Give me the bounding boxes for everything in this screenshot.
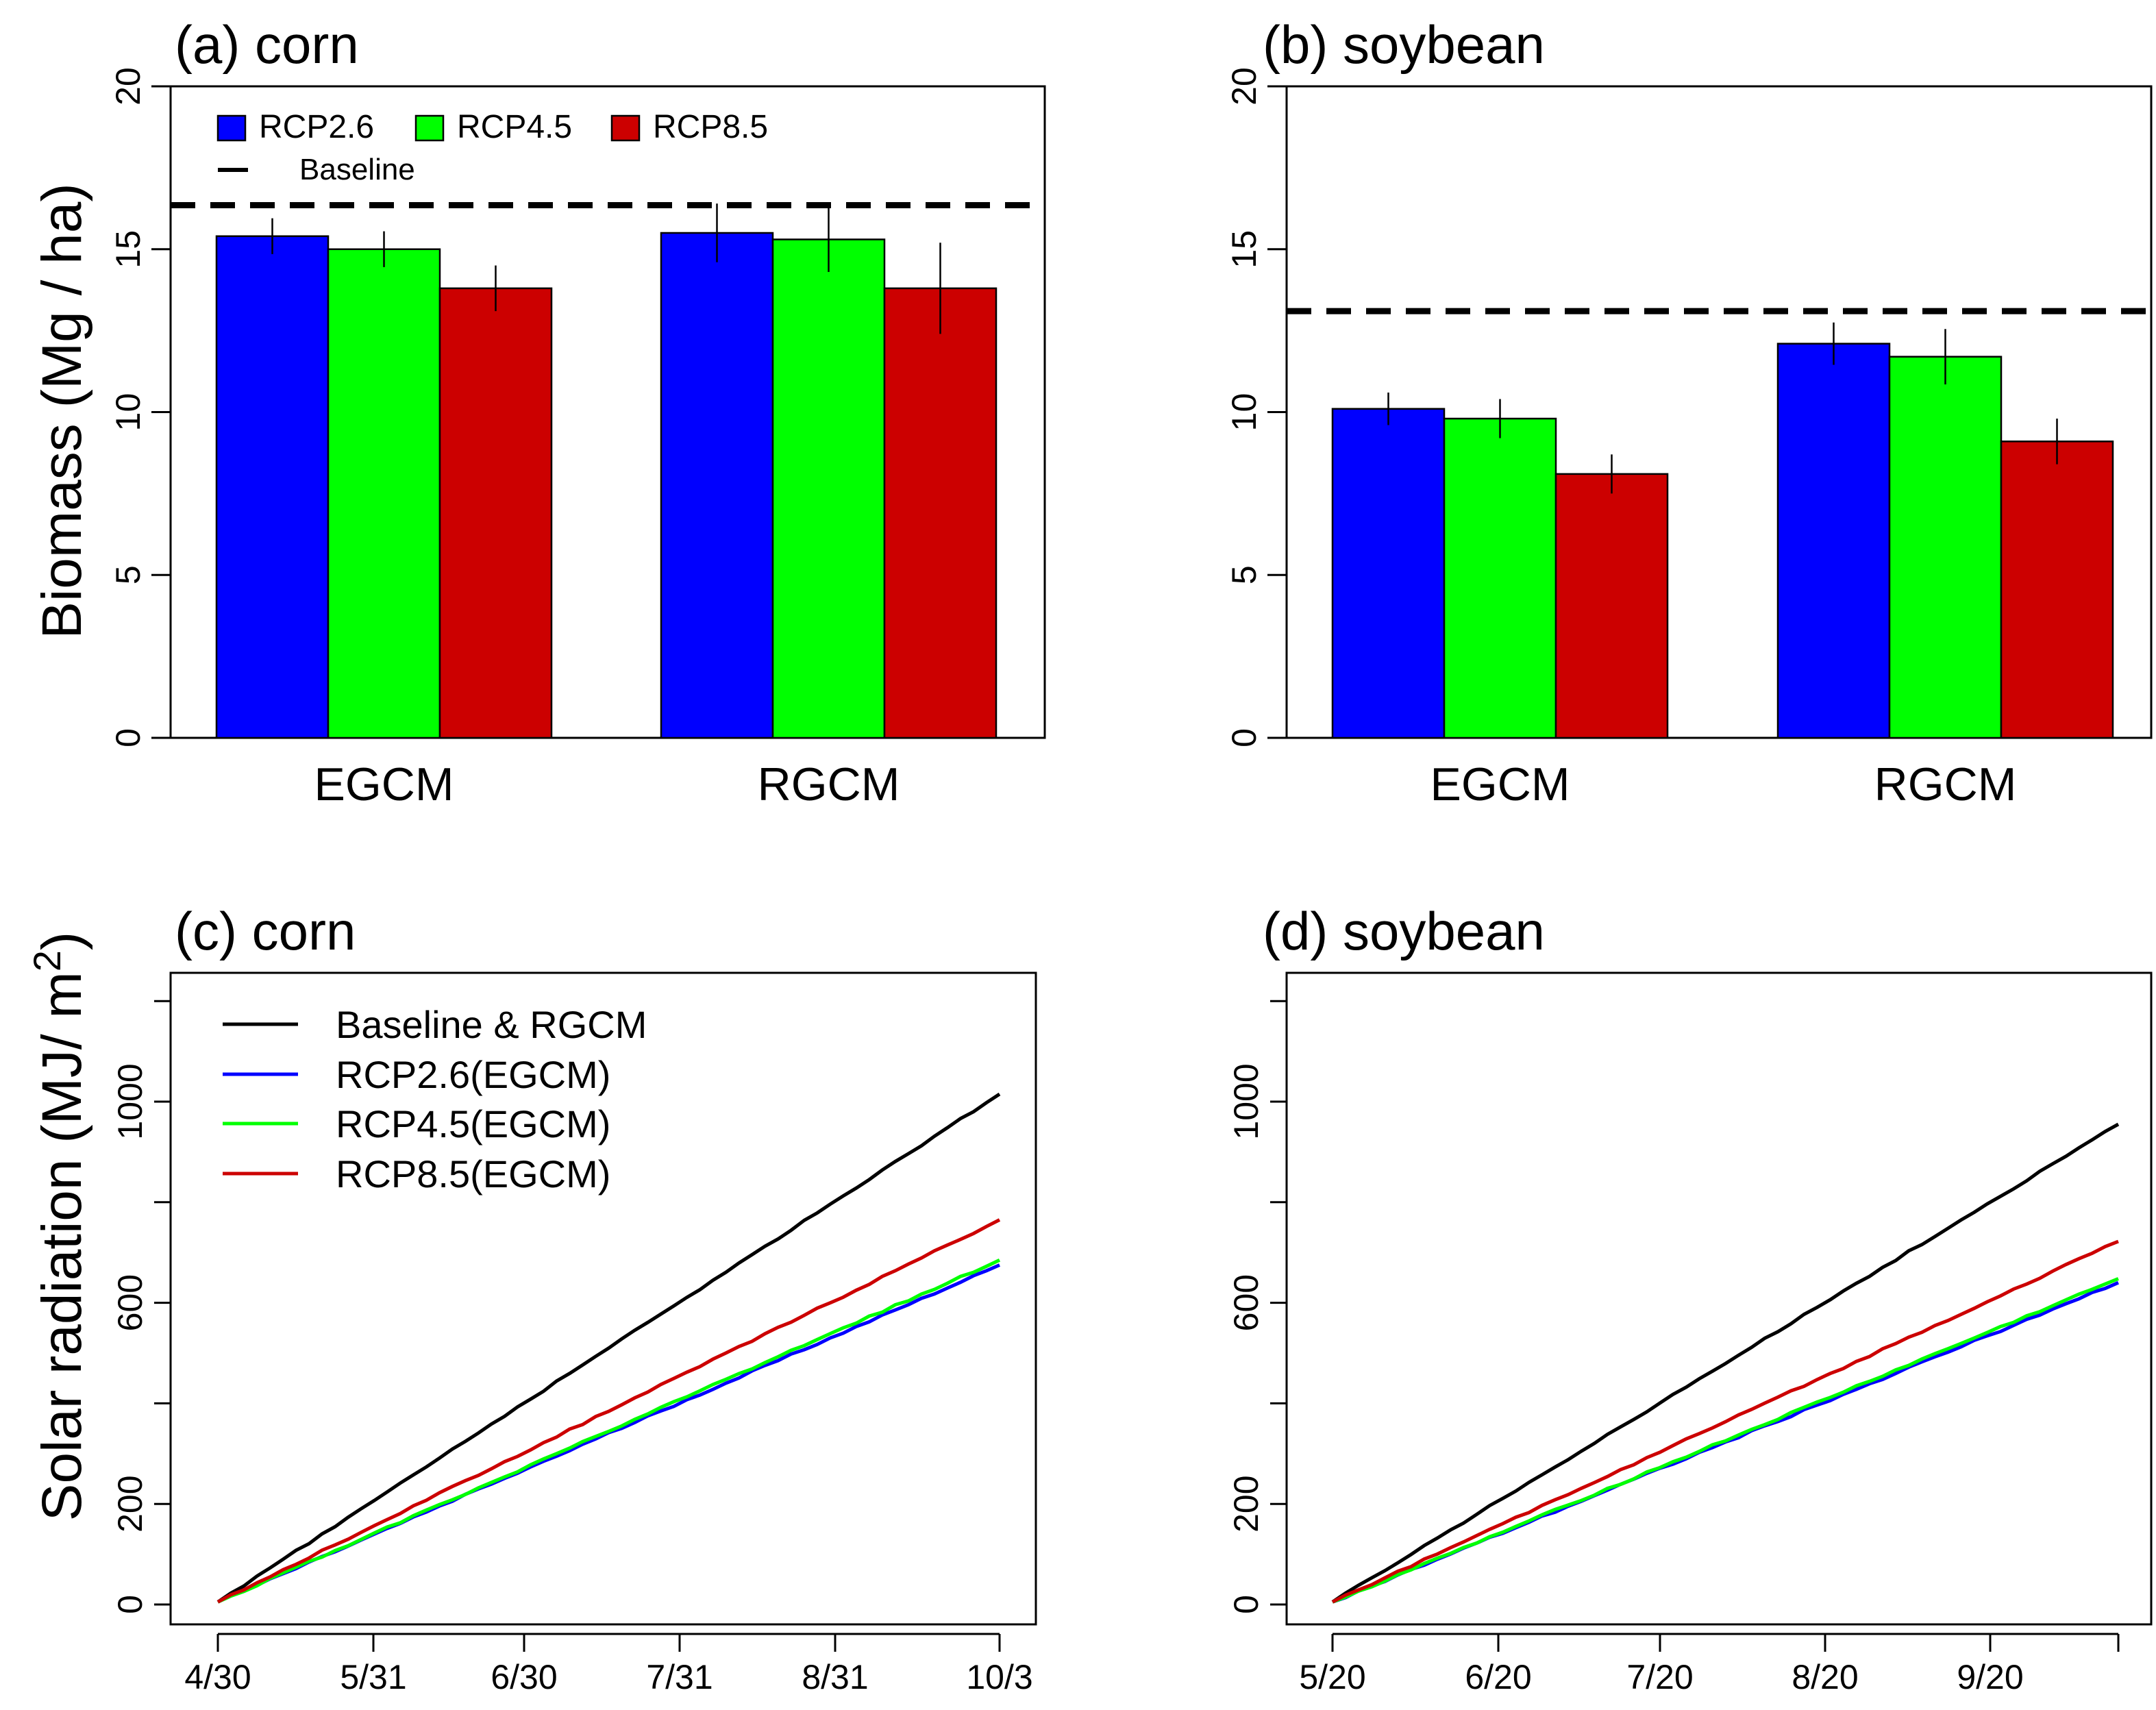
legend-text-rcp85-egcm: RCP8.5(EGCM) bbox=[336, 1152, 610, 1195]
y-tick-label: 0 bbox=[1227, 1595, 1265, 1614]
legend-label-rcp85: RCP8.5 bbox=[653, 109, 768, 145]
panel-b-title: (b) soybean bbox=[1263, 14, 1545, 75]
bar-egcm-rcp8-5 bbox=[1554, 473, 1669, 739]
radiation-y-axis-label-text: Solar radiation (MJ/ m2) bbox=[25, 932, 93, 1522]
x-tick-label: 6/20 bbox=[1465, 1658, 1531, 1696]
bar-rgcm-rcp4-5 bbox=[771, 238, 886, 739]
bar-rgcm-rcp8-5 bbox=[883, 287, 998, 739]
panel-c-y-axis: 0 200 600 1000 bbox=[111, 1000, 172, 1614]
y-tick-label: 0 bbox=[1225, 728, 1263, 747]
legend-swatch-rcp45 bbox=[414, 114, 445, 142]
y-tick-label: 15 bbox=[109, 230, 147, 269]
panel-d-plot-frame bbox=[1285, 971, 2153, 1626]
legend-label-rcp26: RCP2.6 bbox=[259, 109, 374, 145]
x-tick-label: 5/20 bbox=[1299, 1658, 1365, 1696]
panel-d-y-axis: 0 200 600 1000 bbox=[1227, 1000, 1288, 1614]
panel-b-category-labels: EGCM RGCM bbox=[1430, 758, 2017, 810]
category-label-egcm: EGCM bbox=[1430, 758, 1570, 810]
y-tick-label: 0 bbox=[109, 728, 147, 747]
panel-c-x-axis: 4/30 5/31 6/30 7/31 8/31 10/3 bbox=[184, 1633, 1033, 1696]
y-tick-label: 15 bbox=[1225, 230, 1263, 269]
radiation-label-superscript: 2 bbox=[25, 950, 69, 971]
panel-c-corn-radiation: (c) corn Solar radiation (MJ/ m2) 0 200 60… bbox=[25, 901, 1037, 1696]
legend-text-rcp45-egcm: RCP4.5(EGCM) bbox=[336, 1102, 610, 1145]
bar-rgcm-rcp4-5 bbox=[1888, 356, 2003, 739]
legend-label-baseline: Baseline bbox=[299, 153, 415, 186]
line-rcp4-5-egcm bbox=[216, 1258, 1001, 1604]
line-rcp8-5-egcm bbox=[216, 1218, 1001, 1604]
line-baseline-rgcm bbox=[1331, 1122, 2120, 1604]
x-tick-label: 7/31 bbox=[646, 1658, 713, 1696]
y-tick-label: 0 bbox=[111, 1595, 149, 1614]
panel-a-title: (a) corn bbox=[175, 14, 359, 75]
panel-a-y-axis: 0 5 10 15 20 bbox=[109, 67, 171, 747]
bar-egcm-rcp4-5 bbox=[327, 248, 441, 739]
panel-c-lines bbox=[216, 1092, 1001, 1604]
panel-a-legend: RCP2.6 RCP4.5 RCP8.5 Baseline bbox=[216, 109, 768, 186]
x-tick-label: 4/30 bbox=[184, 1658, 251, 1696]
x-tick-label: 10/3 bbox=[966, 1658, 1032, 1696]
bar-rgcm-rcp2-6 bbox=[1776, 343, 1891, 739]
bar-egcm-rcp2-6 bbox=[1331, 408, 1446, 739]
x-tick-label: 7/20 bbox=[1626, 1658, 1693, 1696]
y-tick-label: 200 bbox=[1227, 1475, 1265, 1532]
x-tick-label: 6/30 bbox=[491, 1658, 557, 1696]
y-tick-label: 1000 bbox=[1227, 1063, 1265, 1139]
panel-a-corn-biomass: (a) corn Biomass (Mg / ha) 0 5 10 15 20 EGCM… bbox=[31, 14, 1046, 810]
legend-text-baseline-rgcm: Baseline & RGCM bbox=[336, 1003, 647, 1046]
radiation-label-main: Solar radiation (MJ/ m bbox=[31, 971, 93, 1521]
legend-swatch-rcp85 bbox=[610, 114, 641, 142]
panel-d-title: (d) soybean bbox=[1263, 901, 1545, 961]
panel-d-soybean-radiation: (d) soybean 0 200 600 1000 5/20 6/20 7/20 8/20… bbox=[1227, 901, 2153, 1696]
y-tick-label: 5 bbox=[109, 565, 147, 584]
radiation-y-axis-label: Solar radiation (MJ/ m2) bbox=[25, 932, 93, 1522]
y-tick-label: 20 bbox=[1225, 67, 1263, 106]
panel-c-legend: Baseline & RGCM RCP2.6(EGCM) RCP4.5(EGCM… bbox=[223, 1003, 647, 1195]
panel-a-bars bbox=[215, 203, 998, 739]
x-tick-label: 8/20 bbox=[1792, 1658, 1858, 1696]
panel-b-bars bbox=[1331, 322, 2114, 739]
biomass-y-axis-label: Biomass (Mg / ha) bbox=[31, 183, 93, 639]
y-tick-label: 1000 bbox=[111, 1063, 149, 1139]
line-baseline-rgcm bbox=[216, 1092, 1001, 1604]
panel-a-category-labels: EGCM RGCM bbox=[314, 758, 900, 810]
panel-b-soybean-biomass: (b) soybean 0 5 10 15 20 EGCM RGCM bbox=[1225, 14, 2153, 810]
category-label-egcm: EGCM bbox=[314, 758, 454, 810]
y-tick-label: 10 bbox=[1225, 393, 1263, 432]
panel-d-x-axis: 5/20 6/20 7/20 8/20 9/20 bbox=[1299, 1633, 2120, 1696]
x-tick-label: 5/31 bbox=[340, 1658, 406, 1696]
bar-rgcm-rcp2-6 bbox=[660, 232, 774, 739]
panel-d-lines bbox=[1331, 1122, 2120, 1604]
y-tick-label: 200 bbox=[111, 1475, 149, 1532]
x-tick-label: 9/20 bbox=[1957, 1658, 2023, 1696]
legend-swatch-rcp26 bbox=[216, 114, 247, 142]
y-tick-label: 5 bbox=[1225, 565, 1263, 584]
legend-label-rcp45: RCP4.5 bbox=[457, 109, 572, 145]
category-label-rgcm: RGCM bbox=[758, 758, 900, 810]
radiation-label-close-paren: ) bbox=[31, 932, 93, 950]
line-rcp8-5-egcm bbox=[1331, 1239, 2119, 1604]
y-tick-label: 20 bbox=[109, 67, 147, 106]
y-tick-label: 600 bbox=[1227, 1274, 1265, 1331]
y-tick-label: 600 bbox=[111, 1274, 149, 1331]
bar-egcm-rcp4-5 bbox=[1443, 417, 1557, 739]
category-label-rgcm: RGCM bbox=[1874, 758, 2017, 810]
bar-rgcm-rcp8-5 bbox=[2000, 441, 2114, 739]
line-rcp4-5-egcm bbox=[1332, 1277, 2119, 1604]
x-tick-label: 8/31 bbox=[802, 1658, 868, 1696]
panel-b-y-axis: 0 5 10 15 20 bbox=[1225, 67, 1287, 747]
y-tick-label: 10 bbox=[109, 393, 147, 432]
legend-text-rcp26-egcm: RCP2.6(EGCM) bbox=[336, 1053, 610, 1096]
panel-c-title: (c) corn bbox=[175, 901, 356, 961]
bar-egcm-rcp2-6 bbox=[215, 235, 330, 739]
bar-egcm-rcp8-5 bbox=[438, 287, 553, 739]
